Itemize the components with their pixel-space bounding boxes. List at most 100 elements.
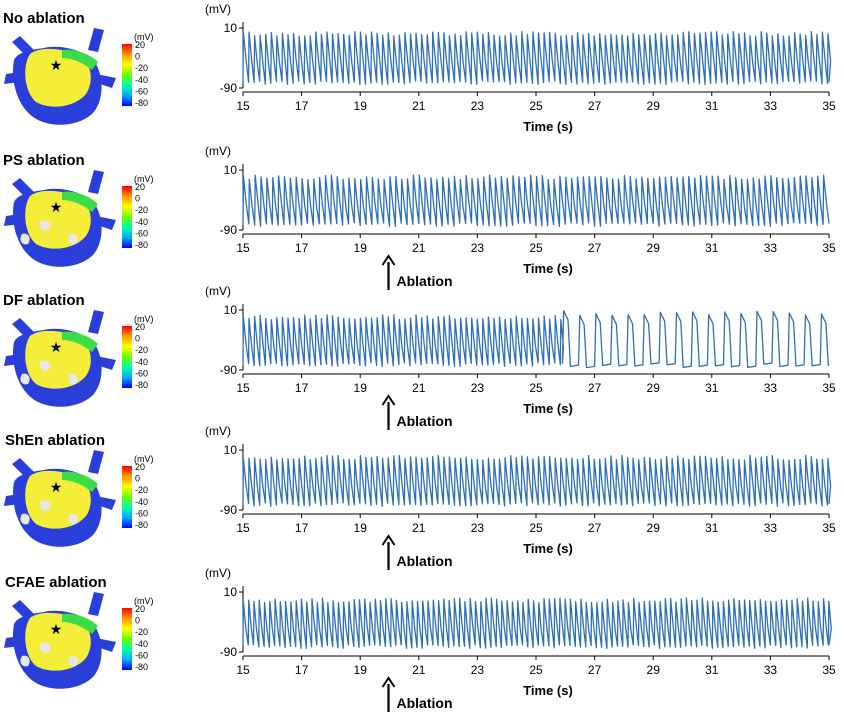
x-tick-label: 35 bbox=[822, 521, 836, 535]
panel-3: DF ablation★(mV)200-20-40-60-80(mV)10-90… bbox=[3, 284, 836, 430]
colorbar-tick: 0 bbox=[135, 194, 140, 204]
heart-map: ★ bbox=[4, 28, 116, 125]
arrow-up-icon bbox=[381, 394, 396, 406]
colorbar-unit: (mV) bbox=[134, 596, 154, 606]
colorbar bbox=[122, 466, 132, 528]
panel-title: No ablation bbox=[3, 10, 85, 27]
x-tick-label: 15 bbox=[236, 381, 250, 395]
ablation-scar bbox=[20, 233, 30, 245]
star-icon: ★ bbox=[50, 339, 63, 355]
x-tick-label: 17 bbox=[295, 521, 309, 535]
colorbar-unit: (mV) bbox=[134, 314, 154, 324]
y-tick-label: -90 bbox=[220, 223, 238, 237]
x-tick-label: 35 bbox=[822, 241, 836, 255]
colorbar bbox=[122, 326, 132, 388]
activation-edge bbox=[62, 191, 98, 212]
y-unit-label: (mV) bbox=[205, 284, 231, 298]
colorbar-tick: -80 bbox=[135, 662, 148, 672]
x-tick-label: 29 bbox=[647, 241, 661, 255]
colorbar-tick: -20 bbox=[135, 627, 148, 637]
y-tick-label: -90 bbox=[220, 503, 238, 517]
x-tick-label: 23 bbox=[471, 521, 485, 535]
y-tick-label: 10 bbox=[224, 163, 238, 177]
x-tick-label: 25 bbox=[529, 241, 543, 255]
x-tick-label: 21 bbox=[412, 381, 426, 395]
colorbar-tick: -40 bbox=[135, 217, 148, 227]
vein-lower-left bbox=[4, 494, 20, 506]
y-tick-label: -90 bbox=[220, 81, 238, 95]
x-tick-label: 27 bbox=[588, 99, 602, 113]
ablation-scar bbox=[68, 655, 78, 667]
x-tick-label: 15 bbox=[236, 663, 250, 677]
colorbar bbox=[122, 44, 132, 106]
heart-map: ★ bbox=[4, 592, 116, 689]
ablation-scar bbox=[68, 233, 78, 245]
ablation-scar bbox=[39, 220, 51, 231]
colorbar-tick: -20 bbox=[135, 485, 148, 495]
x-tick-label: 31 bbox=[705, 241, 719, 255]
vein-lower-right bbox=[94, 74, 116, 88]
vein-lower-right bbox=[94, 496, 116, 510]
x-tick-label: 17 bbox=[295, 241, 309, 255]
series-line bbox=[242, 597, 832, 650]
ablation-scar bbox=[39, 500, 51, 511]
colorbar-tick: -20 bbox=[135, 345, 148, 355]
colorbar-tick: 20 bbox=[135, 40, 145, 50]
y-unit-label: (mV) bbox=[205, 566, 231, 580]
colorbar-tick: -40 bbox=[135, 357, 148, 367]
x-tick-label: 25 bbox=[529, 99, 543, 113]
ablation-label: Ablation bbox=[397, 273, 453, 289]
x-tick-label: 17 bbox=[295, 663, 309, 677]
panel-5: CFAE ablation★(mV)200-20-40-60-80(mV)10-… bbox=[4, 566, 836, 712]
y-unit-label: (mV) bbox=[205, 144, 231, 158]
x-tick-label: 15 bbox=[236, 521, 250, 535]
colorbar-tick: -40 bbox=[135, 639, 148, 649]
vein-right bbox=[88, 28, 104, 52]
vein-right bbox=[88, 170, 104, 194]
x-tick-label: 21 bbox=[412, 663, 426, 677]
x-tick-label: 25 bbox=[529, 663, 543, 677]
ablation-scar bbox=[39, 642, 51, 653]
series-line bbox=[242, 310, 830, 369]
x-tick-label: 21 bbox=[412, 99, 426, 113]
x-tick-label: 17 bbox=[295, 381, 309, 395]
vein-lower-right bbox=[94, 216, 116, 230]
x-tick-label: 33 bbox=[764, 521, 778, 535]
colorbar-tick: 20 bbox=[135, 604, 145, 614]
x-tick-label: 35 bbox=[822, 99, 836, 113]
colorbar-tick: -60 bbox=[135, 508, 148, 518]
colorbar-tick: 0 bbox=[135, 474, 140, 484]
panel-title: DF ablation bbox=[3, 292, 85, 309]
colorbar-tick: -80 bbox=[135, 380, 148, 390]
colorbar-tick: 0 bbox=[135, 616, 140, 626]
vein-lower-left bbox=[4, 214, 20, 226]
vein-lower-right bbox=[94, 356, 116, 370]
plot-area: (mV) 10 -90 15 17 19 21 23 25 27 29 31 33 35 Time (s) A… bbox=[205, 424, 836, 570]
x-tick-label: 15 bbox=[236, 99, 250, 113]
ablation-scar bbox=[20, 655, 30, 667]
ablation-scar bbox=[39, 360, 51, 371]
x-tick-label: 25 bbox=[529, 381, 543, 395]
x-tick-label: 23 bbox=[471, 381, 485, 395]
ablation-label: Ablation bbox=[397, 695, 453, 711]
colorbar bbox=[122, 608, 132, 670]
x-tick-label: 23 bbox=[471, 99, 485, 113]
x-tick-label: 15 bbox=[236, 241, 250, 255]
x-tick-label: 19 bbox=[354, 521, 368, 535]
x-tick-label: 29 bbox=[647, 521, 661, 535]
x-tick-label: 31 bbox=[705, 381, 719, 395]
x-tick-label: 21 bbox=[412, 521, 426, 535]
colorbar-tick: 20 bbox=[135, 322, 145, 332]
x-tick-label: 25 bbox=[529, 521, 543, 535]
arrow-up-icon bbox=[381, 254, 396, 266]
x-tick-label: 19 bbox=[354, 663, 368, 677]
panel-title: PS ablation bbox=[3, 152, 85, 169]
x-tick-label: 19 bbox=[354, 241, 368, 255]
x-tick-label: 19 bbox=[354, 99, 368, 113]
vein-lower-right bbox=[94, 638, 116, 652]
star-icon: ★ bbox=[50, 199, 63, 215]
x-tick-label: 33 bbox=[764, 241, 778, 255]
x-tick-label: 31 bbox=[705, 99, 719, 113]
x-tick-label: 31 bbox=[705, 521, 719, 535]
colorbar-unit: (mV) bbox=[134, 174, 154, 184]
